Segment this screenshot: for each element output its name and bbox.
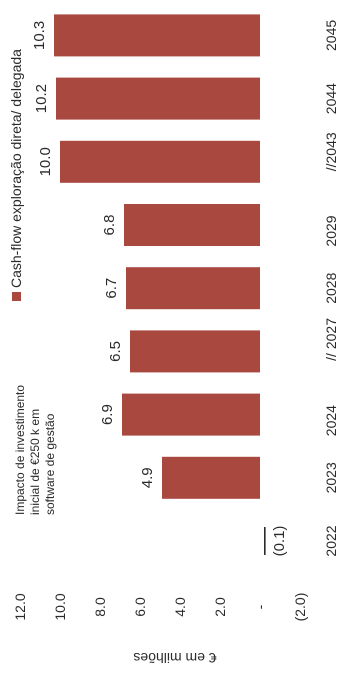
x-tick-label: //2043 bbox=[323, 132, 339, 171]
bar bbox=[122, 393, 260, 436]
x-tick-label: 2044 bbox=[323, 83, 339, 114]
data-label: 6.5 bbox=[107, 341, 124, 362]
data-label: 6.8 bbox=[101, 215, 118, 236]
data-label: 10.0 bbox=[37, 147, 54, 176]
bar bbox=[264, 527, 266, 555]
annotation-line-3: software de gestão bbox=[43, 413, 57, 515]
annotation-line-2: inicial de €250 k em bbox=[28, 409, 42, 515]
data-label: 10.3 bbox=[31, 21, 48, 50]
legend-label: Cash-flow exploração direta/ delegada bbox=[8, 49, 24, 288]
annotation: Impacto de investimento inicial de €250 … bbox=[13, 382, 57, 515]
annotation-line-1: Impacto de investimento bbox=[13, 385, 27, 515]
y-axis-ticks: (2.0) - 2.0 4.0 6.0 8.0 10.0 12.0 bbox=[12, 593, 308, 622]
legend-swatch bbox=[12, 292, 21, 301]
x-tick-label: 2028 bbox=[323, 272, 339, 303]
bar bbox=[126, 267, 260, 310]
annotation-text: Impacto de investimento inicial de €250 … bbox=[13, 382, 57, 515]
x-tick-label: // 2027 bbox=[323, 318, 339, 361]
y-tick-label: 2.0 bbox=[212, 597, 228, 617]
x-tick-label: 2024 bbox=[323, 405, 339, 436]
y-axis-title: € em milhões bbox=[133, 650, 216, 666]
x-tick-label: 2023 bbox=[323, 462, 339, 493]
data-label: 6.7 bbox=[103, 278, 120, 299]
data-label: 10.2 bbox=[33, 84, 50, 113]
y-tick-label: - bbox=[252, 604, 268, 609]
y-tick-label: 4.0 bbox=[172, 597, 188, 617]
y-tick-label: 6.0 bbox=[132, 597, 148, 617]
data-label: (0.1) bbox=[271, 526, 288, 557]
x-tick-label: 2045 bbox=[323, 20, 339, 51]
bar bbox=[162, 456, 260, 499]
x-axis-tick-labels: 2022 2023 2024 // 2027 2028 2029 //2043 2044 204… bbox=[323, 20, 339, 557]
y-axis-title-group: € em milhões bbox=[133, 650, 216, 666]
bar bbox=[56, 77, 260, 120]
bar bbox=[124, 204, 260, 246]
x-tick-label: 2029 bbox=[323, 215, 339, 246]
legend: Cash-flow exploração direta/ delegada bbox=[8, 49, 24, 301]
bar bbox=[60, 140, 260, 183]
y-tick-label: 12.0 bbox=[12, 593, 28, 620]
bar bbox=[130, 330, 260, 373]
x-tick-label: 2022 bbox=[323, 525, 339, 556]
data-label: 4.9 bbox=[139, 467, 156, 488]
y-tick-label: 10.0 bbox=[52, 593, 68, 620]
bars bbox=[54, 14, 266, 555]
y-tick-label: 8.0 bbox=[92, 597, 108, 617]
data-label: 6.9 bbox=[99, 404, 116, 425]
bar bbox=[54, 14, 260, 57]
y-tick-label: (2.0) bbox=[292, 593, 308, 622]
data-labels: (0.1) 4.9 6.9 6.5 6.7 6.8 10.0 10.2 10.3 bbox=[31, 21, 288, 557]
